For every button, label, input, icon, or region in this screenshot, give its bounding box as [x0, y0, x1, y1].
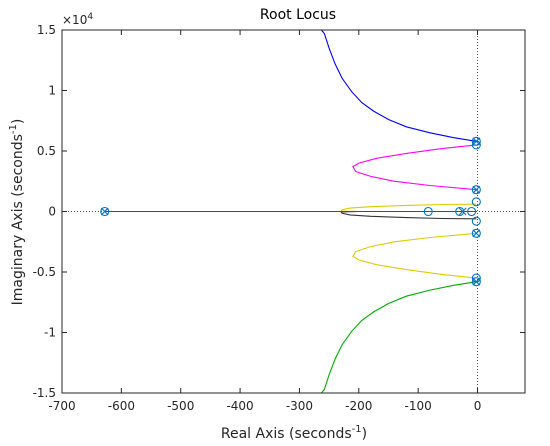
pole-marker-4: [472, 229, 481, 238]
zero-marker-3: [455, 206, 465, 217]
locus-branch-6: [320, 281, 477, 394]
y-tick-label: 1: [48, 84, 56, 98]
pole-marker-1: [100, 207, 109, 216]
y-axis-exponent-power: 4: [87, 12, 93, 22]
locus-branch-1: [320, 29, 477, 142]
y-tick-label: -0.5: [33, 265, 56, 279]
locus-branch-2: [352, 144, 477, 191]
locus-branch-5: [352, 232, 477, 279]
pole-marker-stroke: [472, 229, 481, 238]
x-axis-title-sup: -1: [352, 424, 362, 435]
y-axis-title-end: ): [10, 119, 26, 124]
y-axis-exponent: ×104: [62, 12, 93, 27]
x-tick-label: -700: [48, 399, 75, 413]
x-axis-title: Real Axis (seconds-1): [221, 424, 367, 442]
x-tick-label: -300: [286, 399, 313, 413]
x-tick-label: -200: [345, 399, 372, 413]
x-tick-label: -500: [167, 399, 194, 413]
y-axis-title-sup: -1: [8, 124, 19, 134]
y-tick-label: 1.5: [37, 23, 56, 37]
x-tick-label: -400: [226, 399, 253, 413]
zero-marker-1: [100, 206, 110, 217]
y-tick-label: 0: [48, 205, 56, 219]
pole-marker-2: [472, 137, 481, 146]
zero-marker-8: [471, 216, 481, 226]
y-tick-label: 0.5: [37, 144, 56, 158]
zero-marker-12: [471, 136, 481, 146]
zero-marker-2: [423, 206, 433, 217]
zero-marker-11: [471, 277, 481, 287]
pole-marker-stroke: [100, 207, 109, 216]
x-axis-title-end: ): [362, 426, 367, 442]
chart-title: Root Locus: [260, 7, 336, 23]
zero-marker-9: [471, 228, 481, 238]
zero-marker-4: [467, 206, 477, 217]
y-axis-ticks: -1.5 -1 -0.5 0 0.5 1 1.5: [33, 23, 525, 400]
x-axis-ticks: -700 -600 -500 -400 -300 -200 -100 0: [48, 30, 481, 413]
pole-marker-6: [458, 207, 467, 216]
y-tick-label: -1.5: [33, 386, 56, 400]
pole-marker-stroke: [458, 207, 467, 216]
y-axis-title: Imaginary Axis (seconds-1): [8, 119, 26, 306]
pole-marker-3: [472, 185, 481, 194]
x-tick-label: -100: [405, 399, 432, 413]
zero-marker-7: [471, 197, 481, 207]
pole-marker-stroke: [472, 277, 481, 286]
pole-marker-5: [472, 277, 481, 286]
zero-marker-6: [471, 185, 481, 195]
x-tick-label: 0: [474, 399, 482, 413]
pole-marker-stroke: [472, 137, 481, 146]
x-axis-title-main: Real Axis (seconds: [221, 426, 352, 442]
pole-marker-stroke: [472, 185, 481, 194]
y-axis-exponent-prefix: ×10: [62, 13, 87, 27]
x-tick-label: -600: [108, 399, 135, 413]
y-axis-title-main: Imaginary Axis (seconds: [10, 134, 26, 305]
marker-layer: [100, 136, 481, 287]
y-tick-label: -1: [44, 326, 56, 340]
